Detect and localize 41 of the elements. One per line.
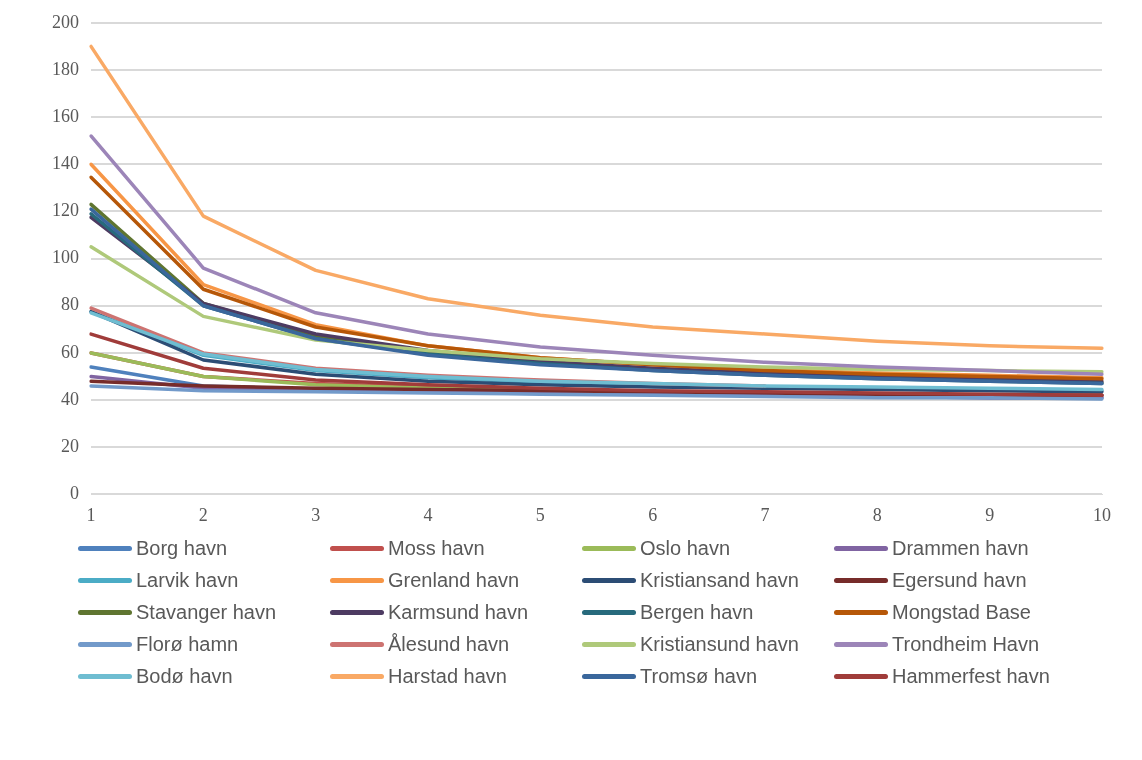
legend-label: Stavanger havn (136, 600, 277, 624)
legend-label: Bergen havn (640, 600, 754, 624)
legend-label: Egersund havn (892, 568, 1027, 592)
x-tick-label: 3 (311, 504, 321, 525)
legend-label: Ålesund havn (388, 632, 510, 656)
legend-label: Kristiansund havn (640, 632, 799, 656)
legend-label: Moss havn (388, 536, 485, 560)
y-tick-label: 20 (61, 435, 79, 456)
y-tick-label: 200 (52, 11, 79, 32)
legend-label: Borg havn (136, 536, 228, 560)
x-tick-label: 10 (1093, 504, 1111, 525)
x-tick-label: 4 (423, 504, 433, 525)
legend-label: Harstad havn (388, 664, 507, 688)
legend-label: Bodø havn (136, 664, 233, 688)
legend-label: Mongstad Base (892, 600, 1031, 624)
y-tick-label: 40 (61, 388, 79, 409)
x-tick-label: 7 (760, 504, 770, 525)
y-tick-label: 140 (52, 153, 79, 174)
x-tick-label: 5 (535, 504, 545, 525)
y-tick-label: 0 (70, 483, 79, 504)
x-tick-label: 6 (648, 504, 658, 525)
legend-label: Oslo havn (640, 536, 731, 560)
y-tick-label: 120 (52, 200, 79, 221)
y-tick-label: 80 (61, 294, 79, 315)
x-tick-label: 2 (198, 504, 208, 525)
legend-label: Florø hamn (136, 632, 239, 656)
y-tick-label: 60 (61, 341, 79, 362)
legend-label: Karmsund havn (388, 600, 529, 624)
y-tick-label: 180 (52, 58, 79, 79)
legend-label: Grenland havn (388, 568, 520, 592)
x-tick-label: 9 (985, 504, 995, 525)
legend-label: Larvik havn (136, 568, 239, 592)
legend-label: Hammerfest havn (892, 664, 1050, 688)
x-tick-label: 8 (872, 504, 882, 525)
legend-label: Kristiansand havn (640, 568, 799, 592)
legend-label: Trondheim Havn (892, 632, 1040, 656)
y-tick-label: 100 (52, 247, 79, 268)
x-tick-label: 1 (86, 504, 96, 525)
y-tick-label: 160 (52, 105, 79, 126)
legend-label: Tromsø havn (640, 664, 758, 688)
legend-label: Drammen havn (892, 536, 1029, 560)
